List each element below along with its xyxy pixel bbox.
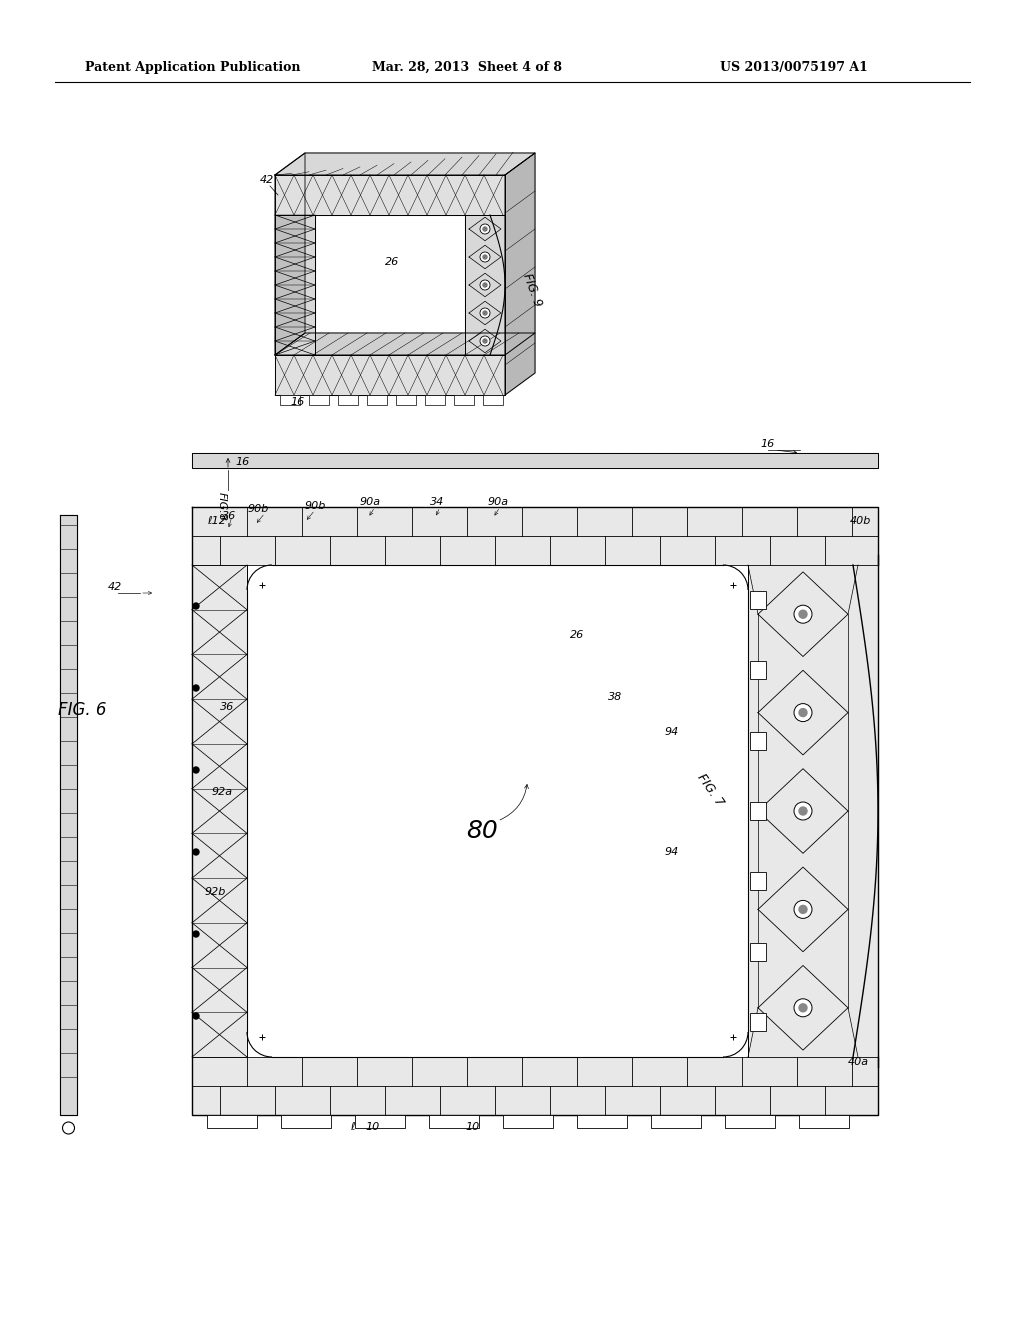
Circle shape xyxy=(62,1122,75,1134)
Text: 10: 10 xyxy=(465,1122,479,1133)
Circle shape xyxy=(794,999,812,1016)
Polygon shape xyxy=(275,153,535,176)
Polygon shape xyxy=(505,153,535,395)
Text: FIG. 7: FIG. 7 xyxy=(695,771,727,809)
Bar xyxy=(750,1012,766,1031)
Circle shape xyxy=(193,849,199,855)
Circle shape xyxy=(794,803,812,820)
Circle shape xyxy=(799,1003,807,1012)
Bar xyxy=(367,395,387,405)
Circle shape xyxy=(480,252,490,261)
Circle shape xyxy=(799,807,807,814)
Circle shape xyxy=(794,605,812,623)
Text: 90b: 90b xyxy=(305,502,327,511)
Text: 90a: 90a xyxy=(488,498,509,507)
Bar xyxy=(725,1115,775,1129)
Bar xyxy=(799,1115,849,1129)
Bar xyxy=(281,1115,331,1129)
Polygon shape xyxy=(60,515,77,1115)
Polygon shape xyxy=(275,333,535,355)
Circle shape xyxy=(193,1012,199,1019)
Text: 90b: 90b xyxy=(248,504,269,513)
Text: Patent Application Publication: Patent Application Publication xyxy=(85,61,300,74)
Bar xyxy=(750,942,766,961)
Bar xyxy=(280,395,300,405)
Text: ℓ12: ℓ12 xyxy=(207,516,226,525)
Circle shape xyxy=(799,906,807,913)
Text: 92b: 92b xyxy=(205,887,226,898)
Circle shape xyxy=(480,280,490,290)
Text: 16: 16 xyxy=(290,397,304,407)
Text: 16: 16 xyxy=(760,440,774,449)
Circle shape xyxy=(799,610,807,618)
Bar xyxy=(207,1115,257,1129)
Text: 36: 36 xyxy=(220,702,234,711)
Polygon shape xyxy=(275,153,305,355)
Text: 42: 42 xyxy=(260,176,274,185)
Bar xyxy=(396,395,416,405)
Bar xyxy=(750,591,766,609)
Text: FIG.8: FIG.8 xyxy=(217,492,227,521)
Circle shape xyxy=(794,900,812,919)
Circle shape xyxy=(193,767,199,774)
Bar xyxy=(577,1115,627,1129)
Text: 94: 94 xyxy=(665,847,679,857)
Bar xyxy=(429,1115,479,1129)
Polygon shape xyxy=(193,453,878,469)
Text: Mar. 28, 2013  Sheet 4 of 8: Mar. 28, 2013 Sheet 4 of 8 xyxy=(372,61,562,74)
Polygon shape xyxy=(315,215,465,355)
Bar xyxy=(309,395,329,405)
Polygon shape xyxy=(193,507,878,1115)
Polygon shape xyxy=(247,565,748,1057)
Polygon shape xyxy=(465,215,505,355)
Circle shape xyxy=(483,255,487,259)
Text: 40a: 40a xyxy=(848,1057,869,1067)
Bar xyxy=(750,731,766,750)
Bar xyxy=(338,395,358,405)
Bar xyxy=(750,661,766,680)
Polygon shape xyxy=(275,355,505,395)
Circle shape xyxy=(794,704,812,722)
Text: FIG. 9: FIG. 9 xyxy=(520,272,544,309)
Text: 94: 94 xyxy=(665,727,679,737)
Polygon shape xyxy=(275,215,315,355)
Text: 38: 38 xyxy=(608,692,623,702)
Text: 80: 80 xyxy=(467,818,499,843)
Circle shape xyxy=(480,224,490,234)
Text: US 2013/0075197 A1: US 2013/0075197 A1 xyxy=(720,61,868,74)
Bar xyxy=(483,395,503,405)
Text: ℓ: ℓ xyxy=(350,1122,354,1133)
Polygon shape xyxy=(275,176,505,215)
Bar xyxy=(750,803,766,820)
Text: 34: 34 xyxy=(430,498,444,507)
Circle shape xyxy=(483,339,487,343)
Text: 92a: 92a xyxy=(212,787,233,797)
Text: 36: 36 xyxy=(222,511,237,521)
Circle shape xyxy=(193,685,199,690)
Text: 90a: 90a xyxy=(360,498,381,507)
Circle shape xyxy=(483,282,487,286)
Text: 42: 42 xyxy=(108,582,122,591)
Circle shape xyxy=(799,709,807,717)
Bar xyxy=(651,1115,701,1129)
Bar xyxy=(503,1115,553,1129)
Text: FIG. 6: FIG. 6 xyxy=(58,701,106,719)
Circle shape xyxy=(480,308,490,318)
Circle shape xyxy=(193,931,199,937)
Circle shape xyxy=(483,227,487,231)
Circle shape xyxy=(193,603,199,609)
Text: 40b: 40b xyxy=(850,516,871,525)
Text: 26: 26 xyxy=(570,630,585,640)
Text: 10: 10 xyxy=(365,1122,379,1133)
Circle shape xyxy=(483,312,487,315)
Bar xyxy=(425,395,445,405)
Bar xyxy=(454,395,474,405)
Circle shape xyxy=(480,337,490,346)
Bar xyxy=(750,873,766,890)
Bar xyxy=(355,1115,406,1129)
Text: 26: 26 xyxy=(385,257,399,267)
Text: 16: 16 xyxy=(234,457,249,467)
